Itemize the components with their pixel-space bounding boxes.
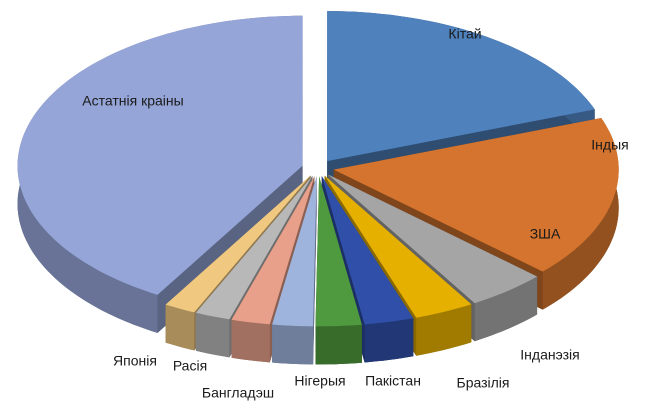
- slice-label: Кітай: [448, 26, 481, 42]
- slice-label: Індыя: [591, 137, 628, 153]
- slice-wall: [416, 304, 472, 356]
- slice-label: ЗША: [530, 226, 561, 242]
- slice: [333, 118, 619, 272]
- slice: [165, 175, 311, 313]
- slice-wall: [195, 312, 230, 358]
- slice: [231, 176, 315, 325]
- slice: [321, 176, 414, 325]
- slice-label: Астатнія краіны: [82, 93, 183, 109]
- slice-label: Нігерыя: [294, 373, 345, 389]
- slice-wall: [272, 324, 314, 365]
- slice: [17, 15, 303, 295]
- slice: [315, 176, 362, 327]
- slice: [324, 175, 472, 318]
- slice-label: Расія: [173, 358, 207, 374]
- slice-wall: [165, 304, 195, 351]
- slice-side: [313, 176, 317, 365]
- slice-label: Бангладэш: [202, 385, 274, 401]
- slice-wall: [315, 324, 362, 365]
- slice-label: Японія: [113, 353, 157, 369]
- slice: [195, 175, 313, 320]
- slice: [327, 11, 595, 162]
- slice-label: Інданэзія: [520, 347, 579, 363]
- slice: [272, 176, 317, 327]
- slice-wall: [364, 318, 414, 363]
- slice-label: Пакістан: [365, 373, 421, 389]
- slice-wall: [231, 319, 270, 363]
- slice-label: Бразілія: [457, 375, 510, 391]
- slice-wall: [542, 118, 619, 310]
- slice-wall: [474, 276, 538, 342]
- slice: [328, 174, 538, 304]
